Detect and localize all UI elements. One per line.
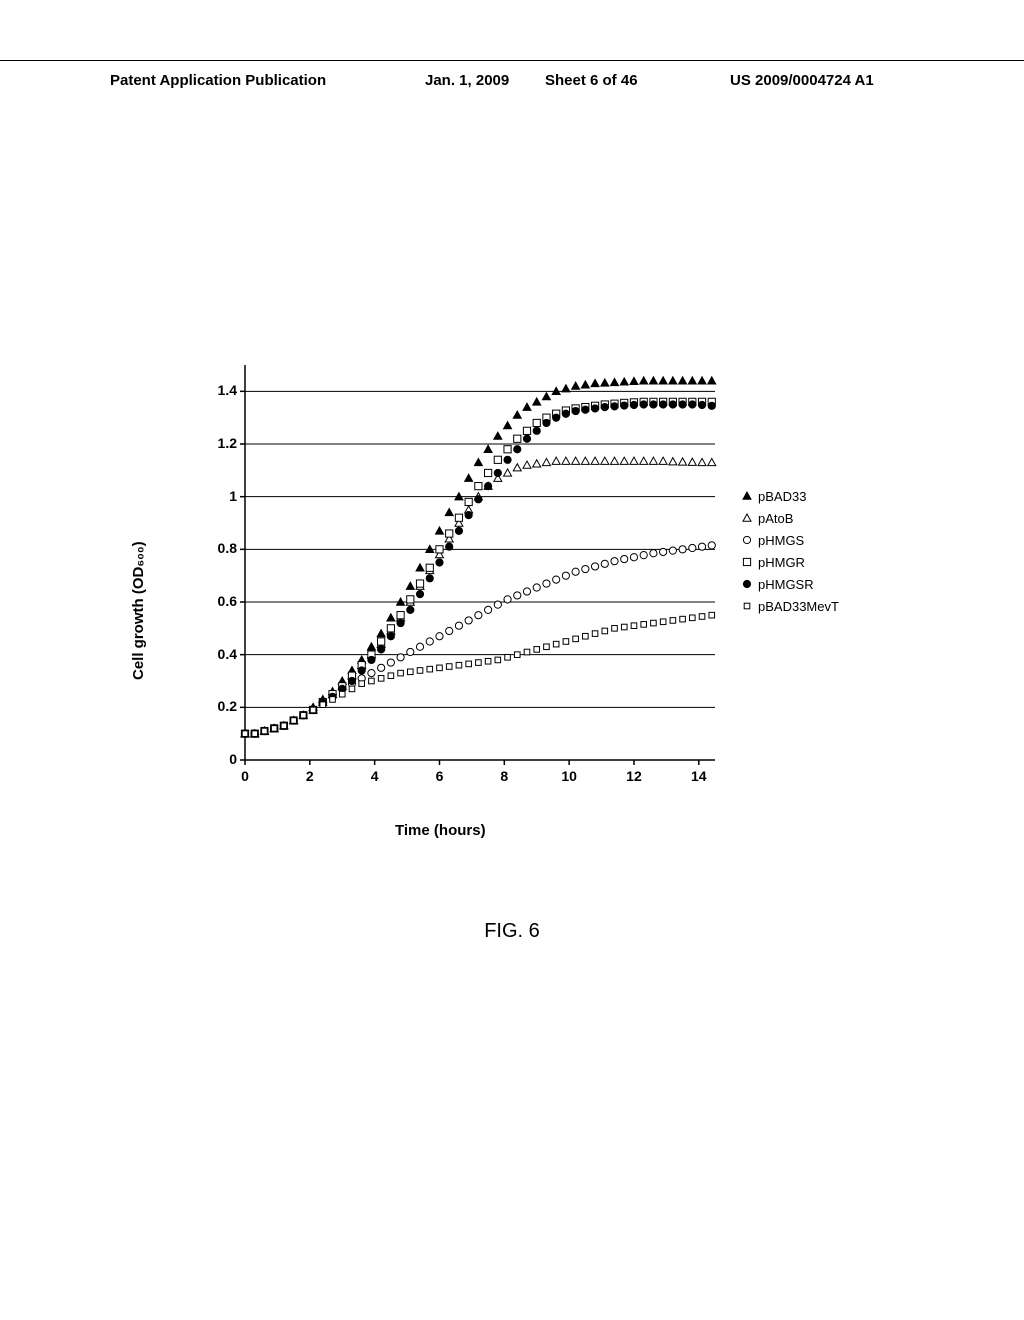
legend-marker-square-open-small: [740, 599, 754, 613]
header-pubno: US 2009/0004724 A1: [730, 72, 874, 89]
legend-marker-circle-open: [740, 533, 754, 547]
legend-label: pBAD33: [758, 489, 806, 504]
x-tick-label: 4: [365, 768, 385, 784]
y-tick-label: 0.2: [205, 698, 237, 714]
legend-row: pBAD33MevT: [740, 595, 839, 617]
legend-row: pAtoB: [740, 507, 839, 529]
y-tick-label: 0.6: [205, 593, 237, 609]
legend-row: pHMGR: [740, 551, 839, 573]
header-sheet: Sheet 6 of 46: [545, 72, 638, 89]
header-left: Patent Application Publication: [110, 72, 326, 89]
legend: pBAD33 pAtoB pHMGS pHMGR pHMGSR pBAD33MevT: [740, 485, 839, 617]
x-tick-label: 14: [689, 768, 709, 784]
x-tick-label: 6: [429, 768, 449, 784]
legend-label: pHMGSR: [758, 577, 814, 592]
x-tick-label: 10: [559, 768, 579, 784]
x-tick-label: 2: [300, 768, 320, 784]
y-tick-label: 1: [205, 488, 237, 504]
y-tick-label: 0.8: [205, 540, 237, 556]
header-date: Jan. 1, 2009: [425, 72, 509, 89]
legend-marker-triangle-filled: [740, 489, 754, 503]
header-rule: [0, 60, 1024, 61]
x-tick-label: 12: [624, 768, 644, 784]
x-axis-label: Time (hours): [395, 822, 486, 839]
legend-marker-square-open: [740, 555, 754, 569]
y-tick-label: 1.2: [205, 435, 237, 451]
legend-marker-triangle-open: [740, 511, 754, 525]
legend-label: pHMGS: [758, 533, 804, 548]
legend-label: pBAD33MevT: [758, 599, 839, 614]
legend-row: pHMGS: [740, 529, 839, 551]
legend-label: pHMGR: [758, 555, 805, 570]
y-tick-label: 1.4: [205, 382, 237, 398]
legend-marker-circle-filled: [740, 577, 754, 591]
y-tick-label: 0.4: [205, 646, 237, 662]
figure-label: FIG. 6: [0, 920, 1024, 943]
growth-chart: [200, 360, 720, 800]
legend-row: pBAD33: [740, 485, 839, 507]
y-axis-label: Cell growth (OD₆₀₀): [130, 541, 147, 680]
y-tick-label: 0: [205, 751, 237, 767]
chart-svg: [200, 360, 720, 800]
legend-row: pHMGSR: [740, 573, 839, 595]
legend-label: pAtoB: [758, 511, 793, 526]
x-tick-label: 0: [235, 768, 255, 784]
x-tick-label: 8: [494, 768, 514, 784]
